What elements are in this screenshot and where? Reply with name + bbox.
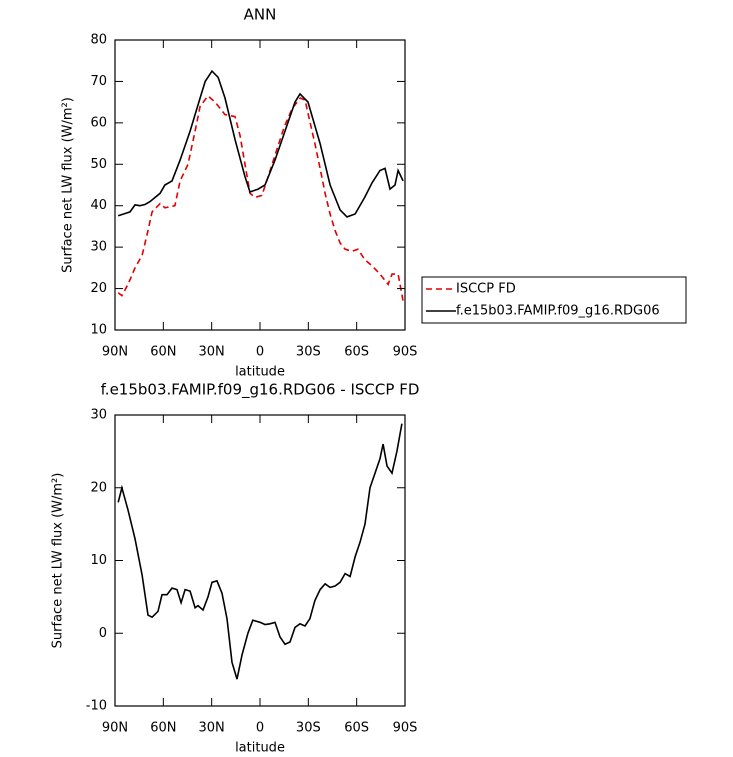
y-axis-label: Surface net LW flux (W/m²) xyxy=(61,97,76,273)
chart-title: ANN xyxy=(244,6,277,24)
x-axis-label: latitude xyxy=(235,741,285,756)
series-line xyxy=(117,69,404,218)
y-tick-label: 40 xyxy=(90,198,107,213)
y-tick-label: 30 xyxy=(90,408,107,423)
chart-title: f.e15b03.FAMIP.f09_g16.RDG06 - ISCCP FD xyxy=(101,381,420,400)
x-tick-label: 30S xyxy=(296,721,321,736)
y-tick-label: -10 xyxy=(86,699,107,714)
legend-label: f.e15b03.FAMIP.f09_g16.RDG06 xyxy=(456,304,660,319)
x-tick-label: 60N xyxy=(150,721,176,736)
y-tick-label: 30 xyxy=(90,240,107,255)
y-tick-label: 0 xyxy=(99,626,107,641)
series-line xyxy=(117,423,403,680)
y-tick-label: 60 xyxy=(90,115,107,130)
x-tick-label: 90S xyxy=(393,345,418,360)
y-tick-label: 70 xyxy=(90,74,107,89)
x-axis-label: latitude xyxy=(235,365,285,380)
plot-frame xyxy=(114,414,406,707)
x-tick-label: 30N xyxy=(199,721,225,736)
x-tick-label: 0 xyxy=(256,721,264,736)
y-tick-label: 80 xyxy=(90,33,107,48)
x-tick-label: 30S xyxy=(296,345,321,360)
legend-label: ISCCP FD xyxy=(456,282,516,297)
x-tick-label: 60S xyxy=(344,721,369,736)
plot-frame xyxy=(114,39,406,331)
x-tick-label: 60S xyxy=(344,345,369,360)
y-tick-label: 50 xyxy=(90,157,107,172)
x-tick-label: 30N xyxy=(199,345,225,360)
y-tick-label: 10 xyxy=(90,553,107,568)
x-tick-label: 60N xyxy=(150,345,176,360)
x-tick-label: 90S xyxy=(393,721,418,736)
y-axis-label: Surface net LW flux (W/m²) xyxy=(51,473,66,649)
y-tick-label: 10 xyxy=(90,323,107,338)
y-tick-label: 20 xyxy=(90,480,107,495)
x-tick-label: 0 xyxy=(256,345,264,360)
y-tick-label: 20 xyxy=(90,281,107,296)
x-tick-label: 90N xyxy=(102,345,128,360)
series-line xyxy=(117,94,404,302)
legend-box xyxy=(421,276,687,324)
x-tick-label: 90N xyxy=(102,721,128,736)
